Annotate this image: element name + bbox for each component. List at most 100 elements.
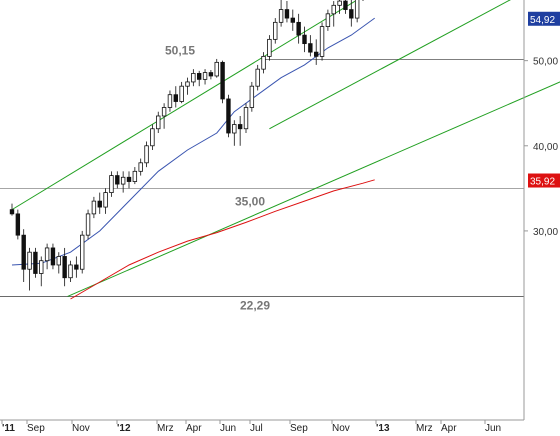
candle-body [185, 81, 190, 87]
candle [156, 111, 161, 134]
candle [319, 22, 325, 61]
y-tick-label: 50,00 [533, 57, 558, 68]
candle [290, 9, 295, 31]
candle-body [196, 73, 202, 80]
candle-body [56, 256, 61, 266]
candle [349, 0, 354, 27]
candle [138, 158, 143, 176]
candle-body [62, 256, 67, 279]
horizontal-levels [0, 58, 524, 297]
candle [179, 81, 184, 104]
x-tick-label: '11 [2, 423, 15, 434]
candle-body [15, 213, 21, 236]
trend-line [11, 0, 358, 211]
candle-body [261, 55, 266, 70]
candle-body [296, 21, 301, 36]
price-badge-bg [528, 173, 560, 188]
candle-body [44, 247, 50, 262]
candle-body [267, 38, 272, 57]
candle-body [144, 145, 149, 164]
x-tick-label: Jun [220, 423, 236, 434]
level-label: 22,29 [240, 299, 270, 313]
candle [167, 90, 173, 112]
x-tick-label: Sep [290, 423, 308, 434]
candle-body [243, 107, 249, 130]
x-tick-label: Apr [186, 423, 202, 434]
candle [185, 77, 190, 95]
candle-body [179, 85, 184, 102]
candle-body [232, 124, 237, 134]
candle [284, 1, 290, 23]
trend-lines [11, 0, 560, 297]
candle [232, 120, 237, 146]
candle-body [109, 175, 114, 194]
candle [273, 18, 278, 44]
candle [44, 243, 50, 270]
candle [161, 103, 167, 129]
x-axis-ticks: '11 Sep Nov '12 Mrz Apr Jun Jul Sep Nov '13 Mrz Apr J… [1, 420, 501, 434]
candle-body [273, 21, 278, 40]
candle-body [80, 234, 85, 270]
candle [337, 0, 342, 14]
candle [331, 1, 336, 27]
candle-body [68, 264, 73, 279]
x-tick-label: Jul [250, 423, 263, 434]
candle [308, 35, 313, 57]
level-label: 35,00 [235, 194, 265, 208]
candle [208, 70, 214, 80]
candle [354, 0, 360, 23]
candle [226, 94, 231, 138]
candle-body [91, 200, 97, 215]
candle [278, 0, 284, 27]
candle-body [313, 51, 319, 57]
candle-body [331, 4, 336, 15]
candle [115, 171, 120, 189]
candle [214, 58, 219, 78]
candle-body [138, 162, 143, 172]
candle-body [97, 200, 102, 208]
candle-body [278, 9, 284, 23]
candle [74, 256, 79, 278]
candle [56, 252, 61, 274]
candle-body [191, 73, 196, 83]
candle [196, 70, 202, 87]
candle [191, 69, 196, 87]
x-tick-label: Sep [27, 423, 45, 434]
candle-body [354, 0, 360, 19]
candle-body [337, 0, 342, 6]
trend-line [269, 0, 511, 130]
candle-body [249, 85, 255, 108]
candle-body [308, 43, 313, 53]
candle [68, 260, 73, 282]
candle-body [302, 34, 307, 45]
candle-body [319, 26, 325, 57]
candle [80, 230, 85, 274]
candle [343, 0, 348, 14]
x-tick-label: Apr [441, 423, 457, 434]
price-badge: 54,92 [528, 11, 560, 26]
candle [50, 243, 56, 270]
plot-area [0, 0, 524, 420]
candle [33, 247, 38, 278]
candle [27, 247, 32, 291]
candle-body [161, 107, 167, 117]
moving-average-line [70, 179, 375, 300]
candle [132, 167, 138, 185]
candle [109, 171, 114, 197]
candle [302, 26, 307, 53]
candle [261, 52, 266, 74]
x-tick-label: Mrz [157, 423, 174, 434]
candle [243, 103, 249, 134]
candle [220, 60, 225, 104]
candle-body [202, 72, 208, 80]
price-badge-label: 35,92 [530, 177, 555, 188]
candle-body [343, 0, 348, 10]
candle [150, 124, 155, 151]
candle [144, 141, 149, 168]
candle [202, 69, 208, 85]
candle [237, 115, 243, 146]
